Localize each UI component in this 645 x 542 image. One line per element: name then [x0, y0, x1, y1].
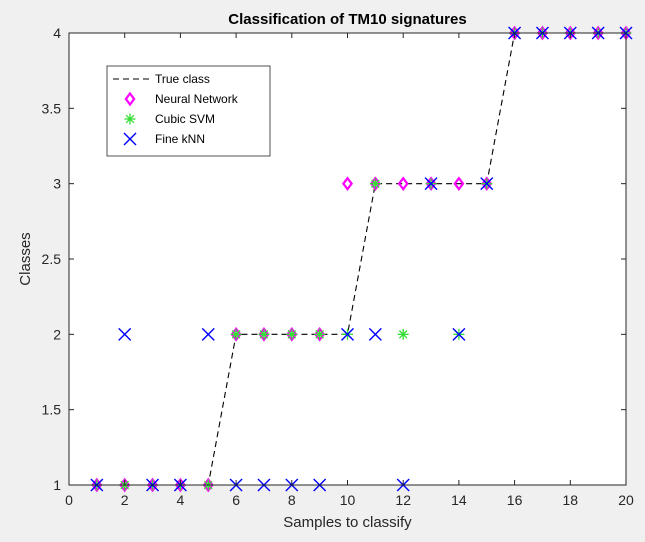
point-neural-network-10 [342, 176, 353, 192]
y-tick-label: 1 [53, 477, 61, 493]
point-fine-knn-14 [452, 327, 466, 341]
point-cubic-svm-11 [369, 178, 381, 190]
point-fine-knn-15 [480, 177, 494, 191]
x-tick-label: 14 [451, 492, 467, 508]
y-tick-label: 2.5 [42, 251, 62, 267]
x-tick-label: 20 [618, 492, 634, 508]
point-fine-knn-10 [341, 327, 354, 341]
legend-entry-label: Neural Network [155, 92, 239, 106]
point-cubic-svm-8 [286, 328, 298, 340]
legend-symbol-cubic-svm [124, 113, 136, 125]
y-tick-label: 2 [53, 326, 61, 342]
legend-entry-label: Cubic SVM [155, 112, 215, 126]
point-neural-network-14 [453, 176, 465, 192]
point-cubic-svm-12 [397, 328, 409, 340]
legend-box [106, 65, 271, 157]
point-fine-knn-11 [368, 327, 382, 341]
point-cubic-svm-6 [230, 328, 242, 340]
y-tick-label: 3 [53, 176, 61, 192]
x-tick-label: 4 [177, 492, 185, 508]
legend-entry-label: Fine kNN [155, 132, 205, 146]
point-cubic-svm-7 [258, 328, 270, 340]
point-fine-knn-2 [118, 327, 132, 341]
series-true-class-line [96, 32, 626, 486]
x-tick-label: 16 [507, 492, 523, 508]
y-tick-label: 4 [53, 25, 61, 41]
chart-title: Classification of TM10 signatures [228, 11, 466, 28]
x-tick-label: 10 [340, 492, 356, 508]
y-tick-label: 3.5 [42, 100, 62, 116]
legend-symbol-fine-knn [123, 132, 137, 146]
point-fine-knn-5 [201, 327, 215, 341]
point-cubic-svm-9 [314, 328, 326, 340]
x-tick-label: 0 [65, 492, 73, 508]
x-tick-label: 12 [395, 492, 411, 508]
legend-entry-label: True class [155, 72, 210, 86]
legend-symbol-neural-network [124, 91, 136, 107]
x-tick-label: 2 [121, 492, 129, 508]
y-tick-label: 1.5 [42, 402, 62, 418]
y-axis-label: Classes [17, 232, 34, 285]
point-fine-knn-13 [424, 177, 438, 191]
x-axis-label: Samples to classify [283, 514, 412, 531]
point-neural-network-12 [397, 176, 409, 192]
x-tick-label: 6 [232, 492, 240, 508]
x-tick-label: 18 [563, 492, 579, 508]
x-tick-label: 8 [288, 492, 296, 508]
